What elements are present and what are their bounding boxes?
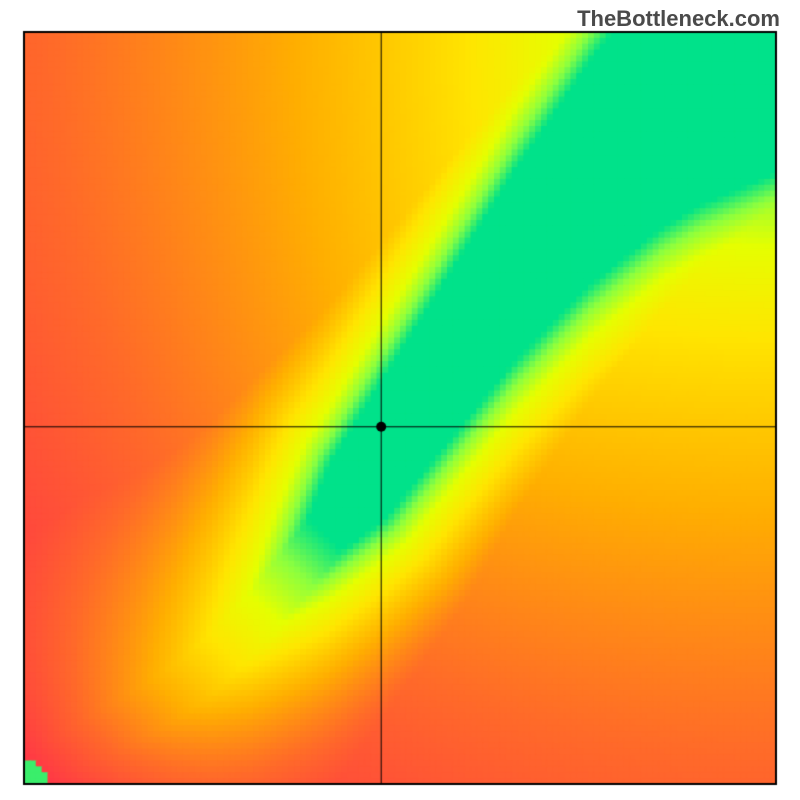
watermark-text: TheBottleneck.com — [577, 6, 780, 32]
bottleneck-heatmap-canvas — [0, 0, 800, 800]
